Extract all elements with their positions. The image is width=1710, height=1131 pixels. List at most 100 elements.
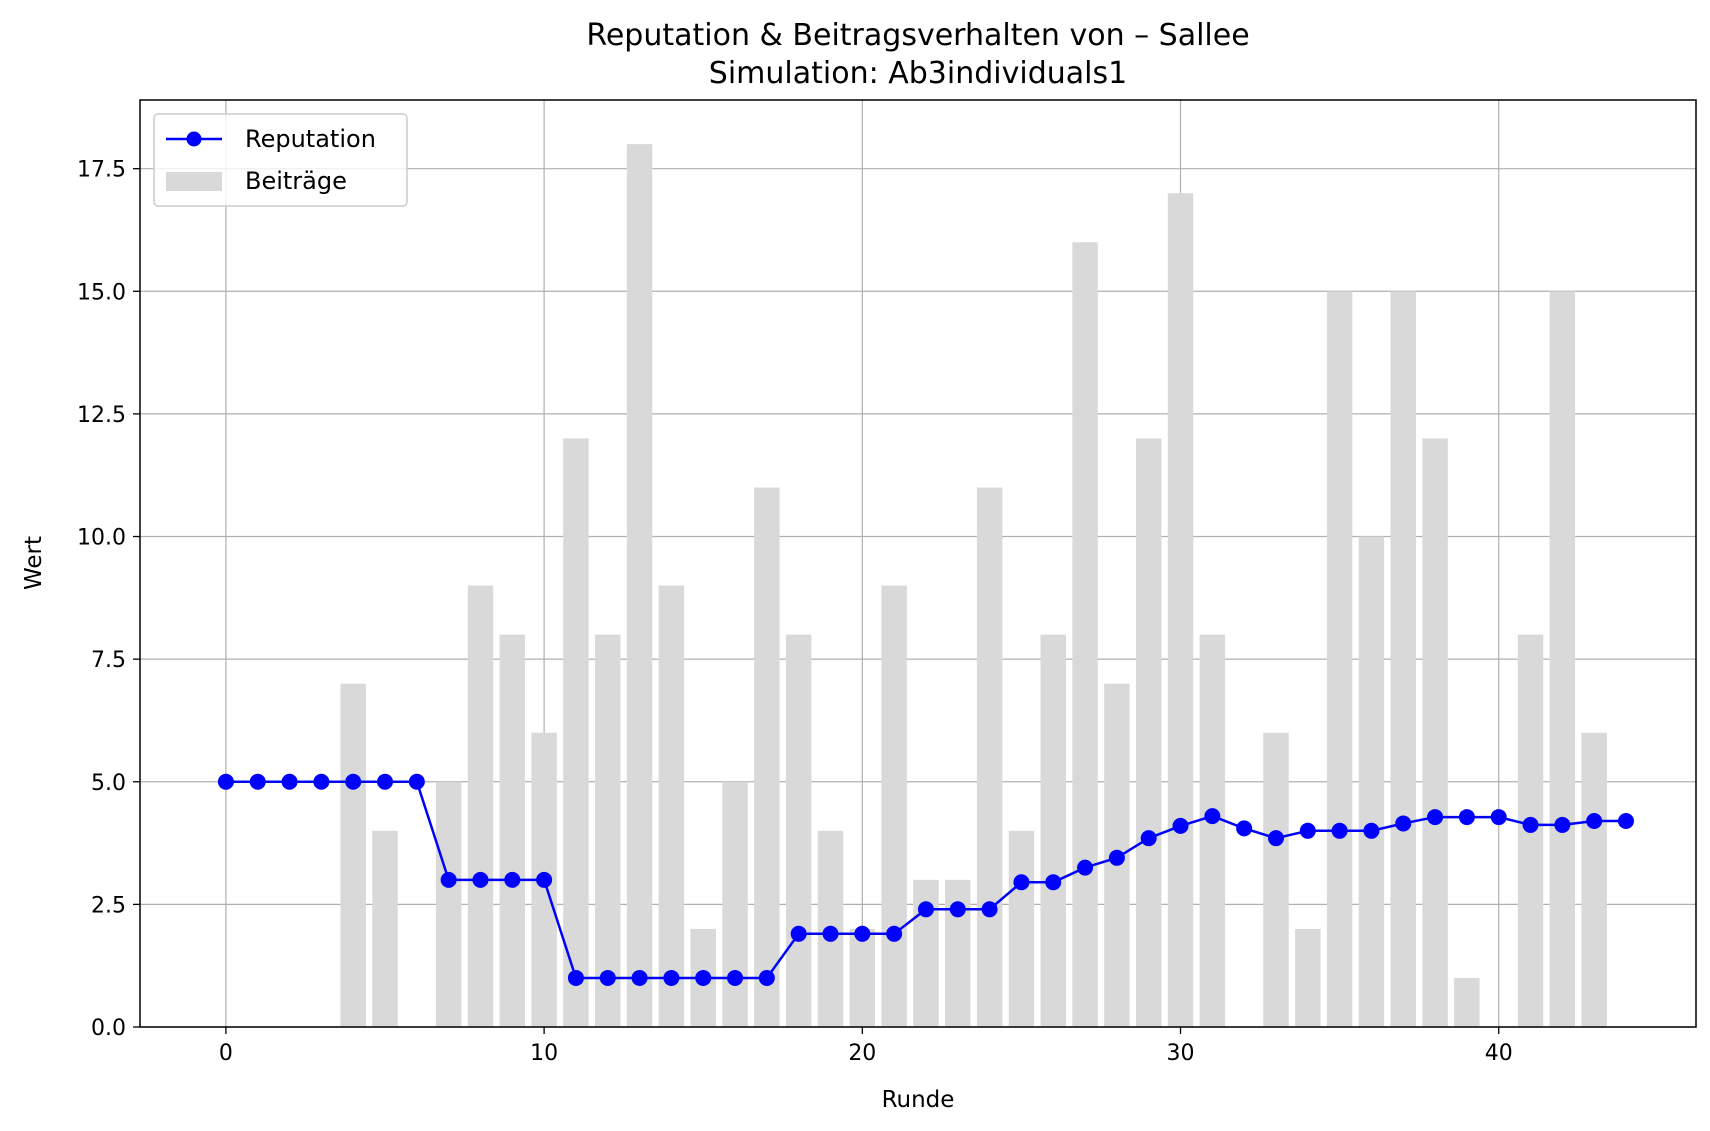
- reputation-point: [1395, 815, 1412, 832]
- x-axis-label: Runde: [882, 1087, 955, 1113]
- y-tick-label: 0.0: [91, 1016, 126, 1041]
- bar: [1549, 291, 1576, 1027]
- x-tick-label: 30: [1167, 1041, 1195, 1066]
- reputation-point: [949, 901, 966, 918]
- reputation-point: [1427, 809, 1444, 826]
- x-axis-ticks: 0 10 20 30 40: [219, 1027, 1513, 1066]
- legend-reputation-label: Reputation: [245, 125, 376, 153]
- reputation-point: [1617, 813, 1634, 829]
- reputation-point: [790, 925, 807, 942]
- reputation-point: [1108, 849, 1125, 866]
- reputation-point: [695, 969, 712, 986]
- reputation-point: [345, 773, 362, 790]
- bar: [1040, 634, 1066, 1027]
- reputation-point: [1140, 830, 1157, 847]
- bar: [595, 634, 621, 1027]
- reputation-point: [758, 969, 775, 986]
- bar: [372, 830, 398, 1027]
- x-tick-label: 0: [219, 1041, 233, 1066]
- bar: [1072, 242, 1098, 1027]
- bar: [1167, 193, 1194, 1027]
- reputation-point: [727, 969, 744, 986]
- bar: [722, 781, 748, 1027]
- reputation-point: [1013, 874, 1030, 891]
- reputation-point: [1586, 813, 1603, 829]
- bar: [340, 683, 366, 1027]
- y-tick-label: 2.5: [91, 893, 126, 918]
- reputation-point: [886, 925, 903, 942]
- bar: [1390, 291, 1416, 1027]
- bar: [1008, 830, 1035, 1027]
- bar: [435, 781, 462, 1027]
- reputation-point: [1458, 809, 1475, 826]
- reputation-point: [1077, 859, 1094, 876]
- reputation-point: [917, 901, 934, 918]
- bar: [658, 585, 685, 1027]
- y-tick-label: 7.5: [91, 648, 126, 673]
- chart-title: Reputation & Beitragsverhalten von – Sal…: [586, 18, 1249, 53]
- reputation-point: [249, 773, 266, 790]
- reputation-point: [504, 871, 521, 888]
- reputation-point: [408, 773, 425, 790]
- reputation-point: [1236, 820, 1253, 837]
- legend-reputation-marker: [186, 131, 202, 147]
- bar: [467, 585, 494, 1027]
- reputation-point: [663, 969, 680, 986]
- bar: [1454, 977, 1480, 1027]
- reputation-point: [599, 969, 616, 986]
- reputation-point: [217, 773, 234, 790]
- y-tick-label: 5.0: [91, 771, 126, 796]
- legend-beitraege-label: Beiträge: [245, 167, 347, 195]
- bar: [1135, 438, 1162, 1027]
- reputation-point: [1299, 822, 1316, 839]
- reputation-point: [1490, 809, 1507, 826]
- bar: [1581, 732, 1607, 1027]
- chart-subtitle: Simulation: Ab3individuals1: [709, 56, 1127, 91]
- bar: [1295, 928, 1321, 1027]
- reputation-point: [822, 925, 839, 942]
- bar: [1263, 732, 1289, 1027]
- reputation-point: [1045, 874, 1062, 891]
- x-tick-label: 40: [1485, 1041, 1513, 1066]
- reputation-point: [1204, 808, 1221, 825]
- reputation-point: [440, 871, 457, 888]
- reputation-point: [536, 871, 553, 888]
- reputation-point: [1331, 822, 1348, 839]
- reputation-point: [1363, 822, 1380, 839]
- y-tick-label: 12.5: [77, 403, 126, 428]
- reputation-point: [472, 871, 489, 888]
- y-axis-label: Wert: [21, 536, 47, 590]
- bar: [1422, 438, 1448, 1027]
- reputation-point: [281, 773, 298, 790]
- reputation-point: [981, 901, 998, 918]
- bar: [849, 928, 876, 1027]
- bar: [754, 487, 780, 1027]
- bar: [626, 144, 653, 1028]
- reputation-point: [1267, 830, 1284, 847]
- reputation-point: [1554, 816, 1571, 833]
- reputation-point: [1172, 817, 1189, 834]
- y-tick-label: 17.5: [77, 158, 126, 183]
- line-series: [217, 773, 1634, 986]
- reputation-point: [631, 969, 648, 986]
- reputation-point: [854, 925, 871, 942]
- reputation-point: [313, 773, 330, 790]
- legend-beitraege-swatch: [166, 172, 222, 191]
- x-tick-label: 10: [530, 1041, 558, 1066]
- legend: Reputation Beiträge: [153, 113, 408, 207]
- reputation-point: [1522, 816, 1539, 833]
- bar: [1358, 536, 1385, 1027]
- reputation-point: [377, 773, 394, 790]
- bar: [499, 634, 526, 1027]
- bar: [976, 487, 1003, 1027]
- reputation-point: [567, 969, 584, 986]
- bar: [1326, 291, 1353, 1027]
- plot-frame: [139, 99, 1697, 1028]
- bar: [881, 585, 907, 1027]
- y-tick-label: 10.0: [77, 526, 126, 551]
- y-axis-ticks: 0.0 2.5 5.0 7.5 10.0 12.5 15.0 17.5: [77, 158, 140, 1041]
- bar: [563, 438, 589, 1027]
- bar: [785, 634, 812, 1027]
- x-tick-label: 20: [848, 1041, 876, 1066]
